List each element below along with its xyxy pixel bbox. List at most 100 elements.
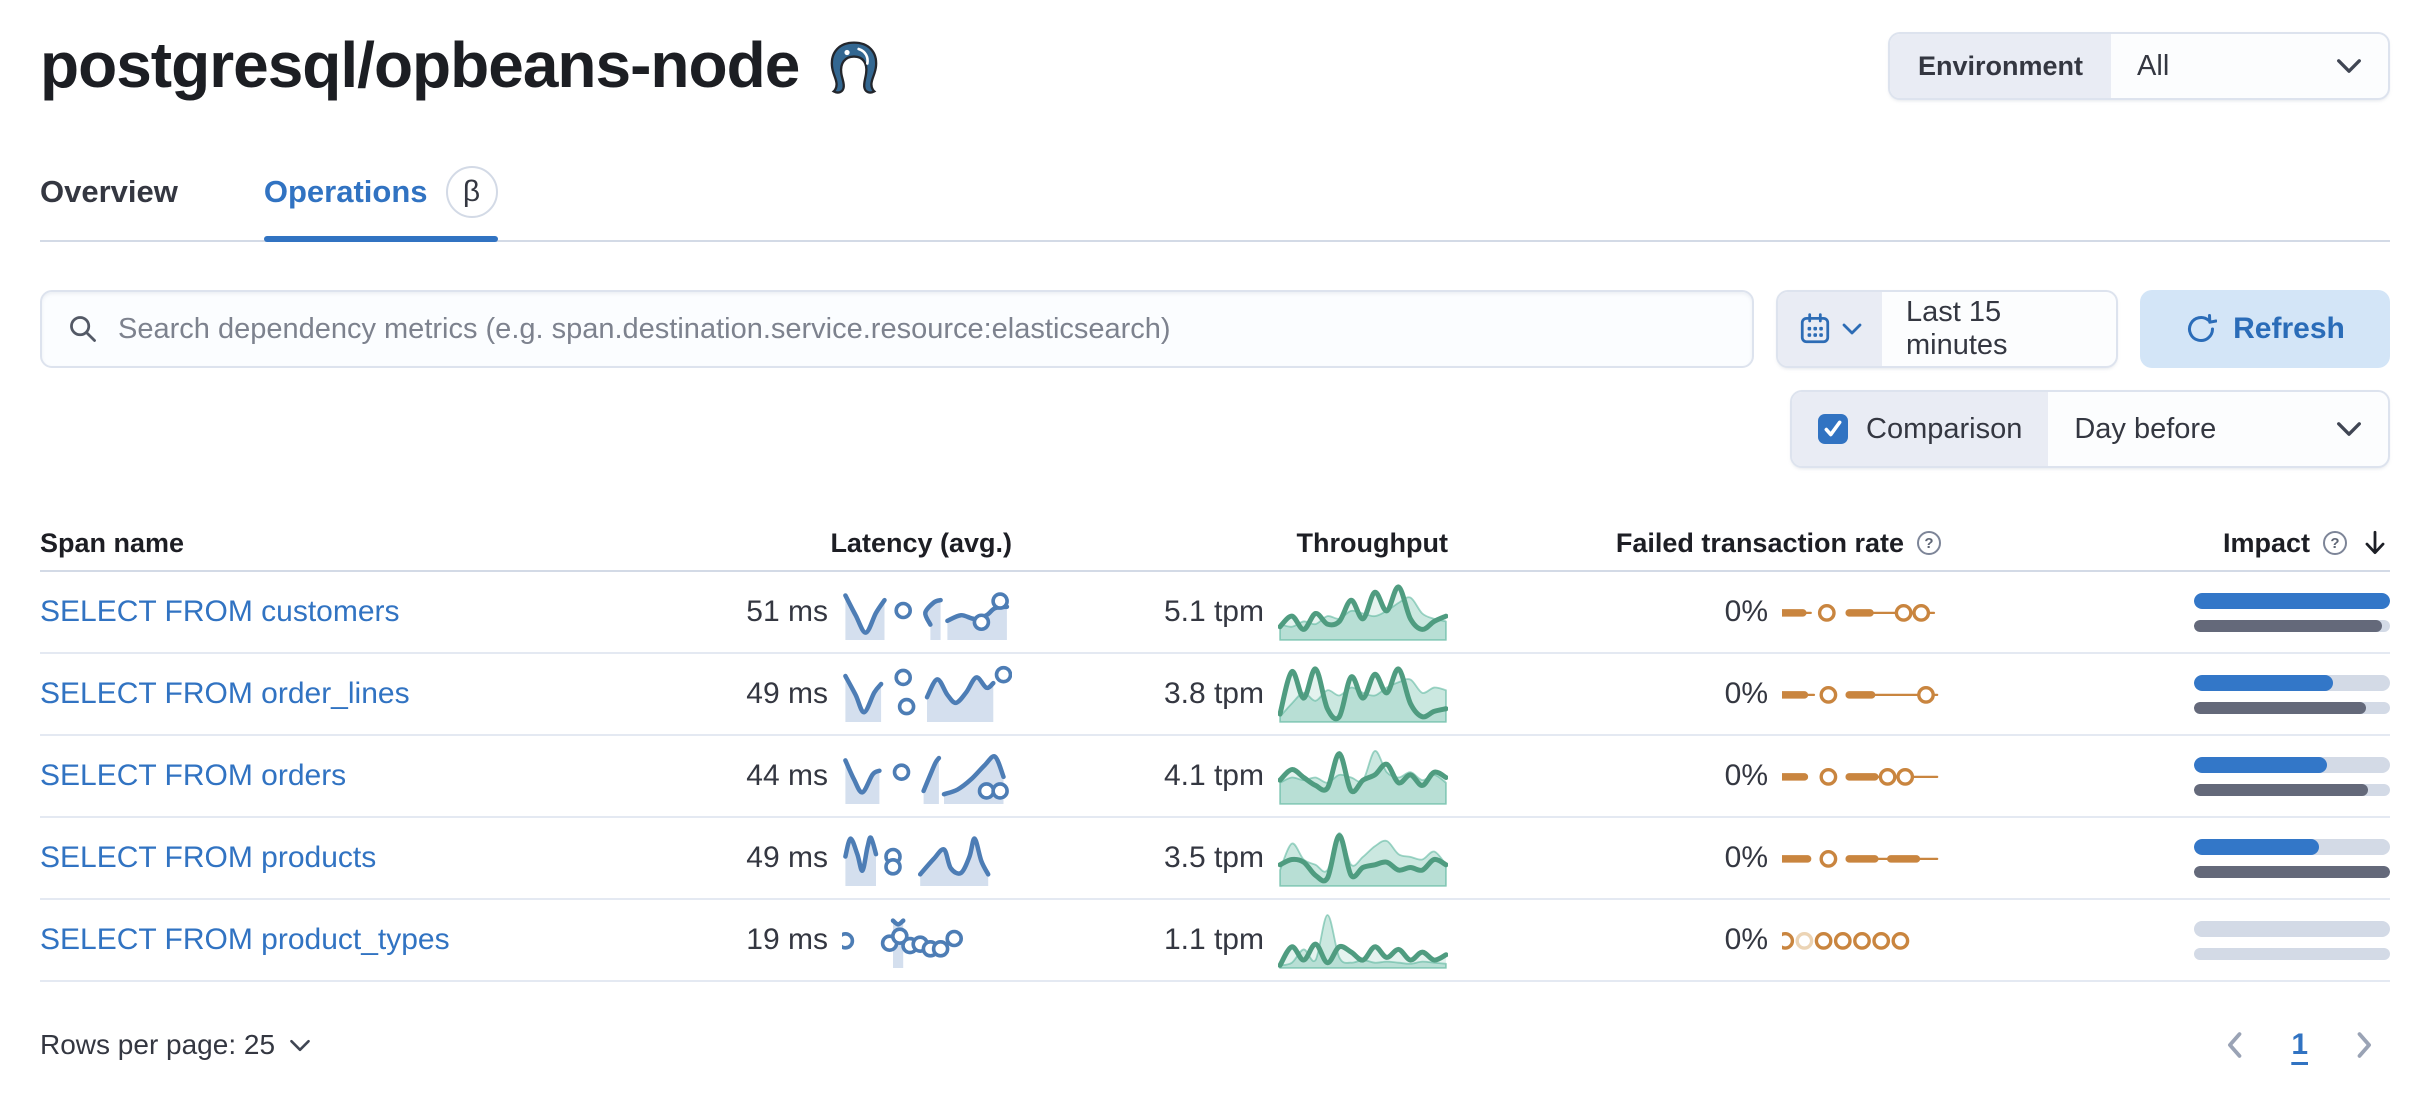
- environment-label: Environment: [1890, 34, 2112, 98]
- table-header-row: Span name Latency (avg.) Throughput Fail…: [40, 516, 2390, 572]
- failed-rate-sparkline: [1782, 849, 1939, 868]
- sort-descending-icon: [2365, 530, 2385, 555]
- impact-bar-previous: [2194, 865, 2390, 878]
- latency-sparkline: [842, 918, 963, 968]
- time-range-value[interactable]: Last 15 minutes: [1906, 296, 2008, 361]
- next-page-button[interactable]: [2352, 1030, 2378, 1060]
- refresh-icon: [2188, 314, 2218, 342]
- table-row: SELECT FROM customers 51 ms 5.1 tpm 0%: [40, 572, 2390, 654]
- span-name-link[interactable]: SELECT FROM customers: [40, 595, 400, 628]
- pagination: 1: [2221, 1028, 2378, 1062]
- metric-value: 49 ms: [746, 841, 828, 874]
- impact-bar-current: [2194, 674, 2390, 691]
- throughput-sparkline: [1278, 750, 1448, 805]
- table-footer: Rows per page: 25 1: [40, 1028, 2390, 1062]
- search-icon: [70, 316, 96, 342]
- table-row: SELECT FROM order_lines 49 ms 3.8 tpm 0%: [40, 654, 2390, 736]
- column-header-latency[interactable]: Latency (avg.): [830, 527, 1012, 558]
- latency-sparkline: [843, 665, 1012, 722]
- metric-value: 0%: [1724, 841, 1768, 874]
- rows-per-page-selector[interactable]: Rows per page: 25: [40, 1029, 311, 1061]
- date-picker-calendar-button[interactable]: [1778, 292, 1882, 366]
- tab-overview[interactable]: Overview: [40, 174, 178, 209]
- throughput-sparkline: [1278, 666, 1448, 723]
- toolbar: Last 15 minutes Refresh: [40, 290, 2390, 368]
- span-name-link[interactable]: SELECT FROM products: [40, 841, 377, 874]
- tab-operations[interactable]: Operations β: [263, 166, 498, 242]
- impact-bars: [2194, 838, 2390, 878]
- comparison-select[interactable]: Day before: [2048, 392, 2388, 466]
- failed-rate-sparkline: [1782, 685, 1939, 704]
- search-input[interactable]: [118, 312, 1726, 346]
- tab-bar: Overview Operations β: [40, 166, 2390, 242]
- chevron-down-icon: [2337, 422, 2361, 436]
- column-header-failed-rate[interactable]: Failed transaction rate ?: [1448, 528, 1942, 559]
- comparison-group: Comparison Day before: [1790, 390, 2390, 468]
- comparison-label: Comparison: [1866, 412, 2023, 445]
- beta-badge: β: [445, 166, 498, 218]
- span-name-link[interactable]: SELECT FROM order_lines: [40, 677, 410, 710]
- metric-value: 19 ms: [746, 923, 828, 956]
- failed-rate-sparkline: [1782, 767, 1939, 786]
- table-row: SELECT FROM products 49 ms 3.5 tpm 0%: [40, 818, 2390, 900]
- throughput-sparkline: [1278, 584, 1448, 641]
- column-header-throughput[interactable]: Throughput: [1296, 527, 1448, 558]
- environment-select[interactable]: Environment All: [1888, 32, 2390, 100]
- metric-value: 51 ms: [746, 595, 828, 628]
- metric-value: 49 ms: [746, 677, 828, 710]
- table-row: SELECT FROM orders 44 ms 4.1 tpm 0%: [40, 736, 2390, 818]
- failed-rate-sparkline: [1782, 931, 1910, 950]
- metric-value: 3.5 tpm: [1163, 841, 1264, 874]
- chevron-right-icon: [2357, 1032, 2371, 1058]
- latency-sparkline: [843, 754, 1009, 804]
- chevron-down-icon: [290, 1039, 310, 1051]
- question-icon: ?: [1917, 531, 1941, 555]
- comparison-toggle: Comparison: [1792, 392, 2049, 466]
- impact-bar-current: [2194, 920, 2390, 937]
- apm-dependency-page: postgresql/opbeans-node Environment All …: [0, 28, 2430, 1104]
- svg-text:?: ?: [2330, 535, 2339, 552]
- page-number-1[interactable]: 1: [2291, 1028, 2308, 1061]
- metric-value: 44 ms: [746, 759, 828, 792]
- search-box: [40, 290, 1754, 368]
- page-title: postgresql/opbeans-node: [40, 29, 800, 101]
- refresh-button[interactable]: Refresh: [2140, 290, 2390, 368]
- impact-bar-previous: [2194, 619, 2390, 632]
- impact-bar-current: [2194, 838, 2390, 855]
- span-name-link[interactable]: SELECT FROM orders: [40, 759, 347, 792]
- chevron-down-icon: [1842, 323, 1862, 335]
- span-name-link[interactable]: SELECT FROM product_types: [40, 923, 450, 956]
- comparison-checkbox[interactable]: [1818, 414, 1848, 444]
- throughput-sparkline: [1278, 914, 1448, 969]
- impact-bars: [2194, 756, 2390, 796]
- metric-value: 3.8 tpm: [1163, 677, 1264, 710]
- chevron-down-icon: [2337, 59, 2361, 73]
- environment-value[interactable]: All: [2111, 34, 2388, 98]
- impact-bar-previous: [2194, 701, 2390, 714]
- date-picker: Last 15 minutes: [1776, 290, 2118, 368]
- impact-bar-current: [2194, 756, 2390, 773]
- metric-value: 0%: [1724, 759, 1768, 792]
- metric-value: 4.1 tpm: [1163, 759, 1264, 792]
- throughput-sparkline: [1278, 832, 1448, 887]
- latency-sparkline: [843, 835, 991, 886]
- metric-value: 0%: [1724, 595, 1768, 628]
- check-icon: [1824, 420, 1842, 437]
- impact-bar-previous: [2194, 783, 2390, 796]
- latency-sparkline: [843, 592, 1010, 640]
- page-header: postgresql/opbeans-node Environment All: [40, 28, 2390, 124]
- comparison-row: Comparison Day before: [40, 390, 2390, 468]
- impact-bars: [2194, 592, 2390, 632]
- postgresql-logo-icon: [831, 41, 878, 94]
- operations-table: Span name Latency (avg.) Throughput Fail…: [40, 516, 2390, 982]
- metric-value: 1.1 tpm: [1163, 923, 1264, 956]
- previous-page-button[interactable]: [2221, 1030, 2247, 1060]
- calendar-icon: [1800, 313, 1830, 344]
- impact-bar-previous: [2194, 947, 2390, 960]
- failed-rate-sparkline: [1782, 603, 1936, 622]
- impact-bar-current: [2194, 592, 2390, 609]
- metric-value: 0%: [1724, 677, 1768, 710]
- column-header-impact[interactable]: Impact ?: [1942, 528, 2390, 559]
- table-body: SELECT FROM customers 51 ms 5.1 tpm 0% SELEC…: [40, 572, 2390, 982]
- svg-text:?: ?: [1924, 535, 1933, 552]
